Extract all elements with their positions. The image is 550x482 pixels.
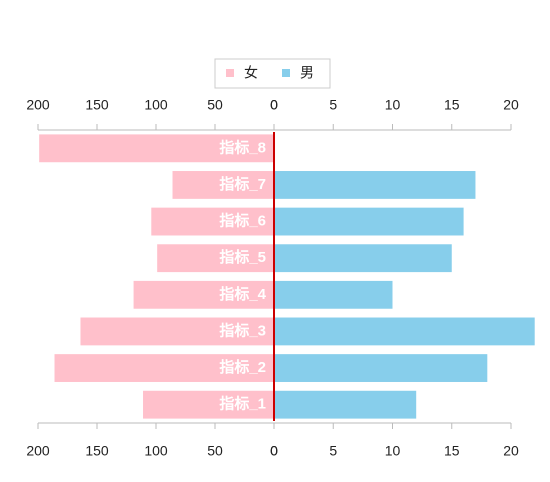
category-label: 指标_5 <box>219 248 266 266</box>
bar <box>39 134 275 163</box>
x-tick-label: 100 <box>144 97 168 113</box>
bar <box>54 354 274 382</box>
legend-swatch <box>282 69 290 77</box>
category-label: 指标_4 <box>219 285 266 303</box>
category-label: 指标_1 <box>219 395 266 413</box>
bar <box>143 390 274 419</box>
legend-box <box>214 58 331 89</box>
bar <box>133 280 274 309</box>
x-tick-label: 10 <box>385 443 401 459</box>
bar <box>274 280 393 309</box>
bar <box>274 171 476 199</box>
x-tick-label: 0 <box>270 443 278 459</box>
x-tick-label: 100 <box>144 443 168 459</box>
category-label: 指标_6 <box>219 212 266 230</box>
x-tick-label: 15 <box>444 443 460 459</box>
x-tick-label: 50 <box>207 97 223 113</box>
x-tick-label: 0 <box>270 97 278 113</box>
x-tick-label: 20 <box>503 97 519 113</box>
x-tick-label: 5 <box>329 97 337 113</box>
x-tick-label: 200 <box>26 97 50 113</box>
bar <box>274 244 452 273</box>
bar <box>274 390 417 419</box>
x-tick-label: 150 <box>85 443 109 459</box>
bar <box>274 317 535 346</box>
x-tick-label: 10 <box>385 97 401 113</box>
category-label: 指标_3 <box>219 321 266 339</box>
bar <box>151 207 274 236</box>
x-tick-label: 200 <box>26 443 50 459</box>
bar <box>274 354 488 382</box>
category-label: 指标_2 <box>219 358 266 376</box>
bar <box>172 171 274 199</box>
x-tick-label: 0 <box>270 97 278 113</box>
x-tick-label: 50 <box>207 443 223 459</box>
x-tick-label: 5 <box>329 443 337 459</box>
legend-label: 女 <box>244 65 258 81</box>
legend-swatch <box>226 69 234 77</box>
category-label: 指标_8 <box>219 138 266 156</box>
x-tick-label: 20 <box>503 443 519 459</box>
bar <box>157 244 274 273</box>
category-label: 指标_7 <box>219 175 266 193</box>
legend-label: 男 <box>300 65 314 81</box>
bar <box>274 207 464 236</box>
bar <box>80 317 274 346</box>
x-tick-label: 150 <box>85 97 109 113</box>
x-tick-label: 15 <box>444 97 460 113</box>
x-tick-label: 0 <box>270 443 278 459</box>
